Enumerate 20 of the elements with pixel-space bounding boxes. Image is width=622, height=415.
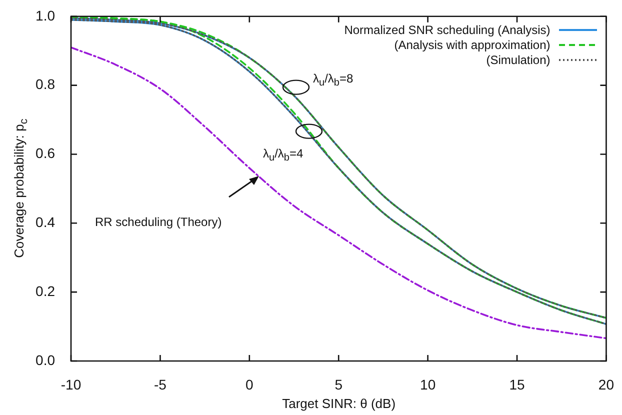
legend-label: (Simulation): [486, 52, 550, 67]
x-tick-label: -5: [154, 376, 167, 392]
x-tick-label: 20: [598, 376, 614, 392]
legend-label: Normalized SNR scheduling (Analysis): [344, 22, 550, 37]
annotation: λ$_{u}$/λ$_{b}$=8: [313, 71, 354, 89]
x-tick-label: 5: [334, 376, 343, 392]
annotation: RR scheduling (Theory): [95, 215, 222, 229]
x-tick-label: 0: [246, 376, 254, 392]
x-axis-title: Target SINR: θ (dB): [282, 396, 396, 411]
legend-label: (Analysis with approximation): [394, 38, 550, 52]
x-tick-label: 10: [420, 376, 436, 392]
annotation: λ$_{u}$/λ$_{b}$=4: [263, 146, 304, 164]
y-tick-label: 1.0: [36, 7, 56, 24]
y-tick-label: 0.6: [36, 145, 56, 162]
x-tick-label: 15: [509, 376, 526, 392]
x-tick-label: -10: [60, 376, 82, 392]
y-tick-label: 0.8: [36, 76, 56, 92]
y-tick-label: 0.4: [36, 214, 56, 230]
y-tick-label: 0.2: [36, 282, 56, 299]
y-tick-label: 0.0: [36, 352, 56, 368]
